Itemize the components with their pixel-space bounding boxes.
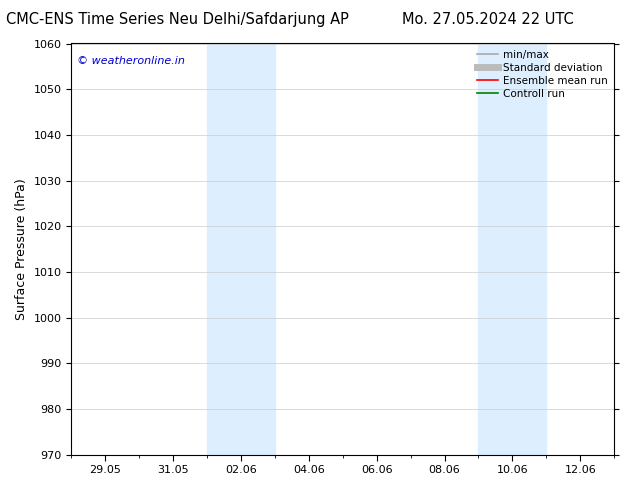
Bar — [479, 44, 547, 455]
Bar — [207, 44, 275, 455]
Text: Mo. 27.05.2024 22 UTC: Mo. 27.05.2024 22 UTC — [403, 12, 574, 27]
Text: © weatheronline.in: © weatheronline.in — [77, 56, 184, 66]
Y-axis label: Surface Pressure (hPa): Surface Pressure (hPa) — [15, 178, 28, 320]
Legend: min/max, Standard deviation, Ensemble mean run, Controll run: min/max, Standard deviation, Ensemble me… — [473, 46, 612, 103]
Text: CMC-ENS Time Series Neu Delhi/Safdarjung AP: CMC-ENS Time Series Neu Delhi/Safdarjung… — [6, 12, 349, 27]
